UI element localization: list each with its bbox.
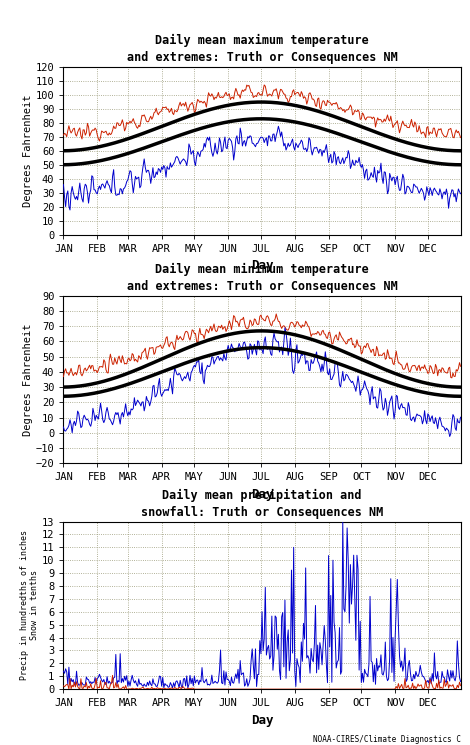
Title: Daily mean minimum temperature
and extremes: Truth or Consequences NM: Daily mean minimum temperature and extre… — [126, 263, 398, 294]
X-axis label: Day: Day — [251, 488, 273, 501]
Title: Daily mean precipitation and
snowfall: Truth or Consequences NM: Daily mean precipitation and snowfall: T… — [141, 489, 383, 519]
X-axis label: Day: Day — [251, 259, 273, 272]
Y-axis label: Degrees Fahrenheit: Degrees Fahrenheit — [23, 95, 33, 207]
Title: Daily mean maximum temperature
and extremes: Truth or Consequences NM: Daily mean maximum temperature and extre… — [126, 34, 398, 65]
Y-axis label: Degrees Fahrenheit: Degrees Fahrenheit — [23, 323, 33, 436]
Text: NOAA-CIRES/Climate Diagnostics C: NOAA-CIRES/Climate Diagnostics C — [313, 735, 461, 744]
X-axis label: Day: Day — [251, 714, 273, 726]
Y-axis label: Precip in hundredths of inches
Snow in tenths: Precip in hundredths of inches Snow in t… — [20, 530, 39, 680]
